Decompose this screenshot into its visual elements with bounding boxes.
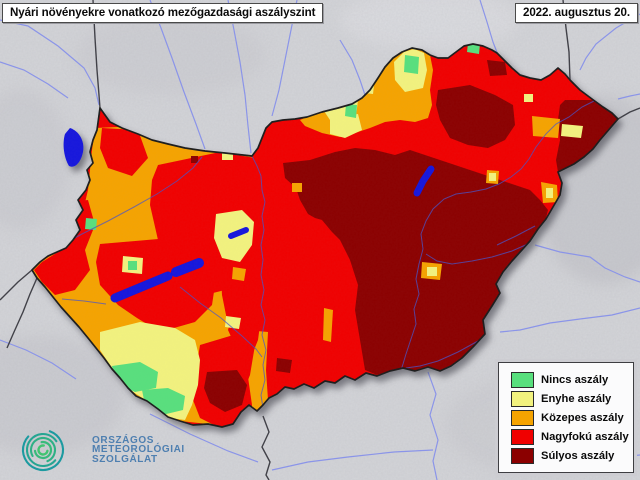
legend-swatch-moderate [511, 409, 534, 426]
legend-row-extreme: Súlyos aszály [511, 446, 623, 465]
legend-swatch-mild [511, 390, 534, 407]
legend-label-none: Nincs aszály [541, 373, 609, 386]
map-date: 2022. augusztus 20. [514, 3, 638, 23]
map-title-text: Nyári növényekre vonatkozó mezőgazdasági… [10, 6, 316, 19]
legend-swatch-extreme [511, 447, 534, 464]
legend: Nincs aszály Enyhe aszály Közepes aszály… [498, 362, 634, 473]
legend-row-high: Nagyfokú aszály [511, 427, 629, 446]
legend-row-moderate: Közepes aszály [511, 408, 624, 427]
omsz-logo-line2: METEOROLÓGIAI [92, 444, 185, 456]
omsz-logo: ORSZÁGOS METEOROLÓGIAI SZOLGÁLAT [20, 427, 185, 473]
map-date-text: 2022. augusztus 20. [522, 6, 630, 19]
omsz-logo-line1: ORSZÁGOS [92, 434, 155, 446]
legend-label-moderate: Közepes aszály [541, 411, 624, 424]
legend-label-extreme: Súlyos aszály [541, 449, 615, 462]
omsz-logo-text: ORSZÁGOS METEOROLÓGIAI SZOLGÁLAT [92, 434, 185, 465]
legend-row-none: Nincs aszály [511, 370, 623, 389]
legend-label-mild: Enyhe aszály [541, 392, 612, 405]
legend-swatch-none [511, 371, 534, 388]
omsz-logo-line3: SZOLGÁLAT [92, 453, 158, 465]
map-title: Nyári növényekre vonatkozó mezőgazdasági… [2, 3, 324, 23]
legend-row-mild: Enyhe aszály [511, 389, 623, 408]
legend-label-high: Nagyfokú aszály [541, 430, 629, 443]
legend-swatch-high [511, 428, 534, 445]
spiral-logo-icon [21, 428, 65, 472]
